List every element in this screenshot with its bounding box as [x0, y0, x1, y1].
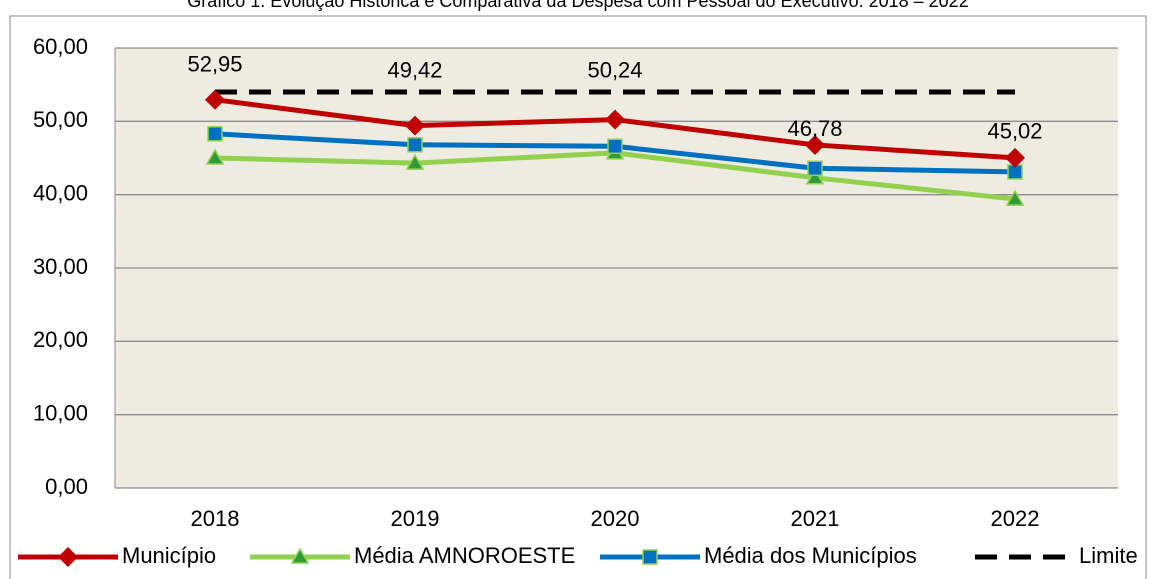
point [407, 137, 423, 153]
point [607, 138, 623, 155]
y-tick-label: 30,00 [33, 254, 88, 279]
legend-label: Média dos Municípios [704, 543, 917, 568]
point [205, 148, 225, 165]
legend-marker [290, 547, 310, 564]
data-label: 49,42 [387, 57, 442, 82]
x-tick-label: 2021 [791, 506, 840, 531]
y-tick-label: 40,00 [33, 180, 88, 205]
point [805, 168, 825, 185]
x-tick-label: 2020 [591, 506, 640, 531]
legend-label: Limite [1079, 543, 1138, 568]
point [405, 115, 425, 136]
point [807, 160, 823, 177]
point [405, 153, 425, 170]
x-tick-label: 2018 [191, 506, 240, 531]
point [605, 109, 625, 130]
legend-label: Município [122, 543, 216, 568]
x-tick-label: 2022 [991, 506, 1040, 531]
point [207, 126, 223, 142]
point [1005, 189, 1025, 206]
point [1005, 147, 1025, 168]
legend-marker [58, 547, 78, 567]
legend-marker [642, 549, 658, 565]
data-label: 45,02 [987, 119, 1042, 144]
y-tick-label: 60,00 [33, 34, 88, 59]
data-label: 50,24 [587, 57, 642, 82]
y-tick-label: 10,00 [33, 400, 88, 425]
chart-title: Gráfico 1: Evolução Histórica e Comparat… [187, 0, 968, 11]
y-tick-label: 50,00 [33, 107, 88, 132]
data-label: 46,78 [787, 116, 842, 141]
y-tick-label: 0,00 [45, 474, 88, 499]
legend-label: Média AMNOROESTE [354, 543, 575, 568]
point [205, 89, 225, 110]
point [805, 134, 825, 155]
y-tick-label: 20,00 [33, 327, 88, 352]
data-label: 52,95 [187, 52, 242, 77]
x-tick-label: 2019 [391, 506, 440, 531]
